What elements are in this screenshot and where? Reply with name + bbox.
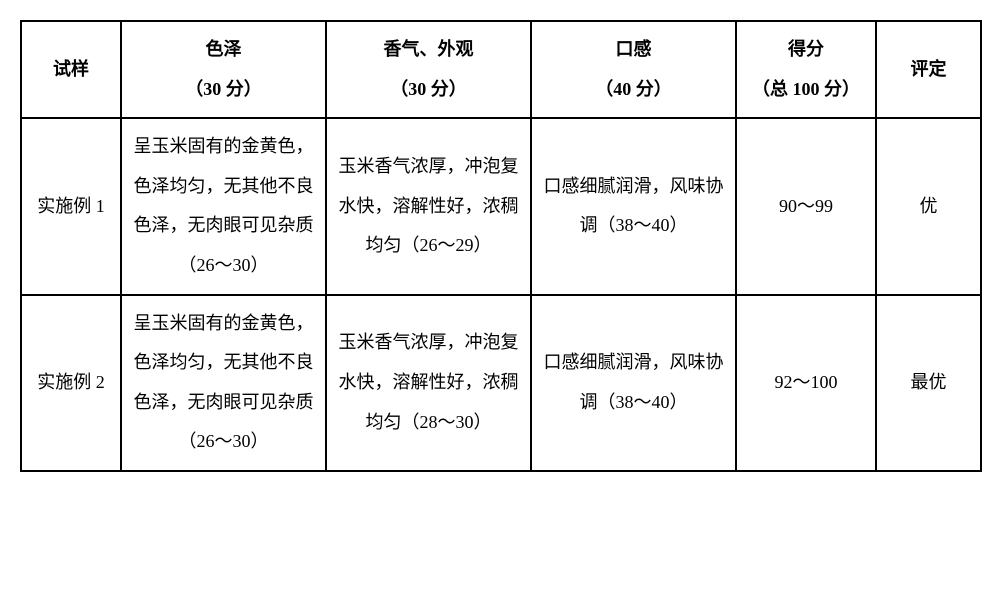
header-taste: 口感 （40 分） — [531, 21, 736, 118]
cell-taste: 口感细腻润滑，风味协调（38～40） — [531, 118, 736, 294]
cell-sample: 实施例 1 — [21, 118, 121, 294]
cell-score: 90～99 — [736, 118, 876, 294]
table-row: 实施例 1 呈玉米固有的金黄色，色泽均匀，无其他不良色泽，无肉眼可见杂质（26～… — [21, 118, 981, 294]
header-aroma-line2: （30 分） — [390, 79, 467, 99]
cell-color: 呈玉米固有的金黄色，色泽均匀，无其他不良色泽，无肉眼可见杂质（26～30） — [121, 118, 326, 294]
header-taste-line2: （40 分） — [595, 79, 672, 99]
header-color-line1: 色泽 — [206, 39, 242, 59]
header-sample: 试样 — [21, 21, 121, 118]
header-color: 色泽 （30 分） — [121, 21, 326, 118]
evaluation-table: 试样 色泽 （30 分） 香气、外观 （30 分） 口感 （40 分） 得分 （… — [20, 20, 982, 472]
header-color-line2: （30 分） — [185, 79, 262, 99]
header-taste-line1: 口感 — [616, 39, 652, 59]
cell-sample: 实施例 2 — [21, 295, 121, 471]
header-score-line1: 得分 — [788, 39, 824, 59]
cell-rating: 最优 — [876, 295, 981, 471]
cell-rating: 优 — [876, 118, 981, 294]
cell-aroma: 玉米香气浓厚，冲泡复水快，溶解性好，浓稠均匀（28～30） — [326, 295, 531, 471]
header-aroma-line1: 香气、外观 — [384, 39, 474, 59]
cell-aroma: 玉米香气浓厚，冲泡复水快，溶解性好，浓稠均匀（26～29） — [326, 118, 531, 294]
table-row: 实施例 2 呈玉米固有的金黄色，色泽均匀，无其他不良色泽，无肉眼可见杂质（26～… — [21, 295, 981, 471]
header-rating: 评定 — [876, 21, 981, 118]
header-rating-line1: 评定 — [911, 59, 947, 79]
cell-taste: 口感细腻润滑，风味协调（38～40） — [531, 295, 736, 471]
header-sample-line1: 试样 — [53, 59, 89, 79]
header-score: 得分 （总 100 分） — [736, 21, 876, 118]
header-aroma: 香气、外观 （30 分） — [326, 21, 531, 118]
table-header-row: 试样 色泽 （30 分） 香气、外观 （30 分） 口感 （40 分） 得分 （… — [21, 21, 981, 118]
cell-score: 92～100 — [736, 295, 876, 471]
header-score-line2: （总 100 分） — [752, 79, 860, 99]
cell-color: 呈玉米固有的金黄色，色泽均匀，无其他不良色泽，无肉眼可见杂质（26～30） — [121, 295, 326, 471]
